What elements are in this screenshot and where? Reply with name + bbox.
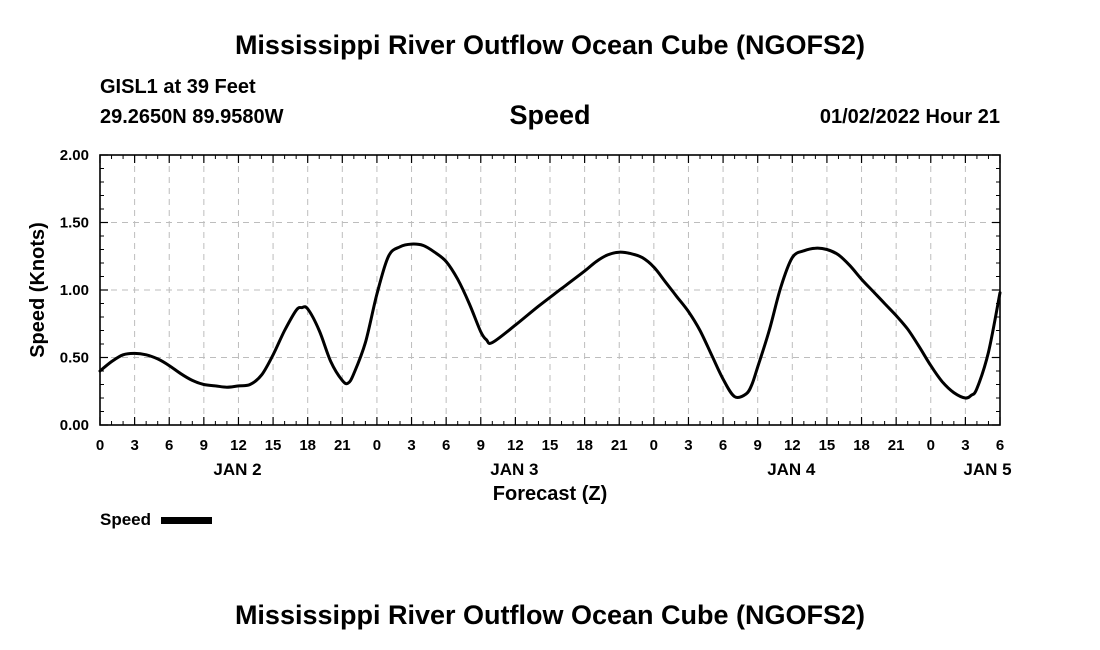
x-tick-label: 0 [373, 437, 381, 454]
legend-swatch [161, 517, 212, 524]
x-tick-label: 9 [477, 437, 485, 454]
axis-ticks [99, 154, 1001, 426]
x-tick-label: 15 [542, 437, 559, 454]
x-tick-label: 18 [853, 437, 870, 454]
chart-title: Mississippi River Outflow Ocean Cube (NG… [234, 30, 866, 60]
x-tick-label: 6 [719, 437, 727, 454]
station-label: GISL1 at 39 Feet [100, 76, 256, 98]
footer-title: Mississippi River Outflow Ocean Cube (NG… [234, 600, 866, 630]
y-tick-label: 1.50 [60, 215, 89, 232]
legend-label: Speed [100, 510, 152, 529]
x-tick-label: 3 [130, 437, 138, 454]
x-tick-label: 0 [927, 437, 935, 454]
variable-title: Speed [509, 100, 591, 130]
x-tick-label: 21 [334, 437, 351, 454]
day-label: JAN 2 [213, 460, 261, 479]
x-tick-label: 0 [650, 437, 658, 454]
y-tick-label: 2.00 [60, 147, 89, 164]
forecast-datetime: 01/02/2022 Hour 21 [819, 106, 1000, 128]
x-tick-label: 6 [165, 437, 173, 454]
y-tick-label: 1.00 [60, 282, 89, 299]
x-tick-label: 3 [684, 437, 692, 454]
x-axis-title: Forecast (Z) [493, 483, 607, 505]
x-tick-label: 15 [819, 437, 836, 454]
speed-chart: 0 3 6 9 12 15 18 21 0 3 6 9 12 15 18 21 0 3 6 9 12 15 18 21 0 3 6 0… [27, 147, 1012, 505]
x-tick-label: 6 [996, 437, 1004, 454]
x-tick-label: 12 [230, 437, 247, 454]
x-tick-label: 18 [299, 437, 316, 454]
x-tick-label: 3 [961, 437, 969, 454]
x-tick-label: 21 [611, 437, 628, 454]
x-tick-label: 21 [888, 437, 905, 454]
x-tick-label: 6 [442, 437, 450, 454]
x-tick-label: 18 [576, 437, 593, 454]
day-label: JAN 5 [963, 460, 1011, 479]
x-tick-label: 3 [407, 437, 415, 454]
station-coords: 29.2650N 89.9580W [100, 106, 284, 128]
y-tick-label: 0.00 [60, 417, 89, 434]
day-label: JAN 4 [767, 460, 816, 479]
x-tick-label: 0 [96, 437, 104, 454]
x-tick-label: 9 [754, 437, 762, 454]
x-tick-label: 9 [200, 437, 208, 454]
axis-labels: 0 3 6 9 12 15 18 21 0 3 6 9 12 15 18 21 0 3 6 9 12 15 18 21 0 3 6 0… [60, 147, 1012, 479]
x-tick-label: 12 [784, 437, 801, 454]
x-tick-label: 12 [507, 437, 524, 454]
x-tick-label: 15 [265, 437, 282, 454]
y-tick-label: 0.50 [60, 350, 89, 367]
y-axis-title: Speed (Knots) [27, 222, 49, 358]
day-label: JAN 3 [490, 460, 538, 479]
grid-lines [100, 154, 1000, 425]
speed-series-line [98, 242, 1002, 400]
